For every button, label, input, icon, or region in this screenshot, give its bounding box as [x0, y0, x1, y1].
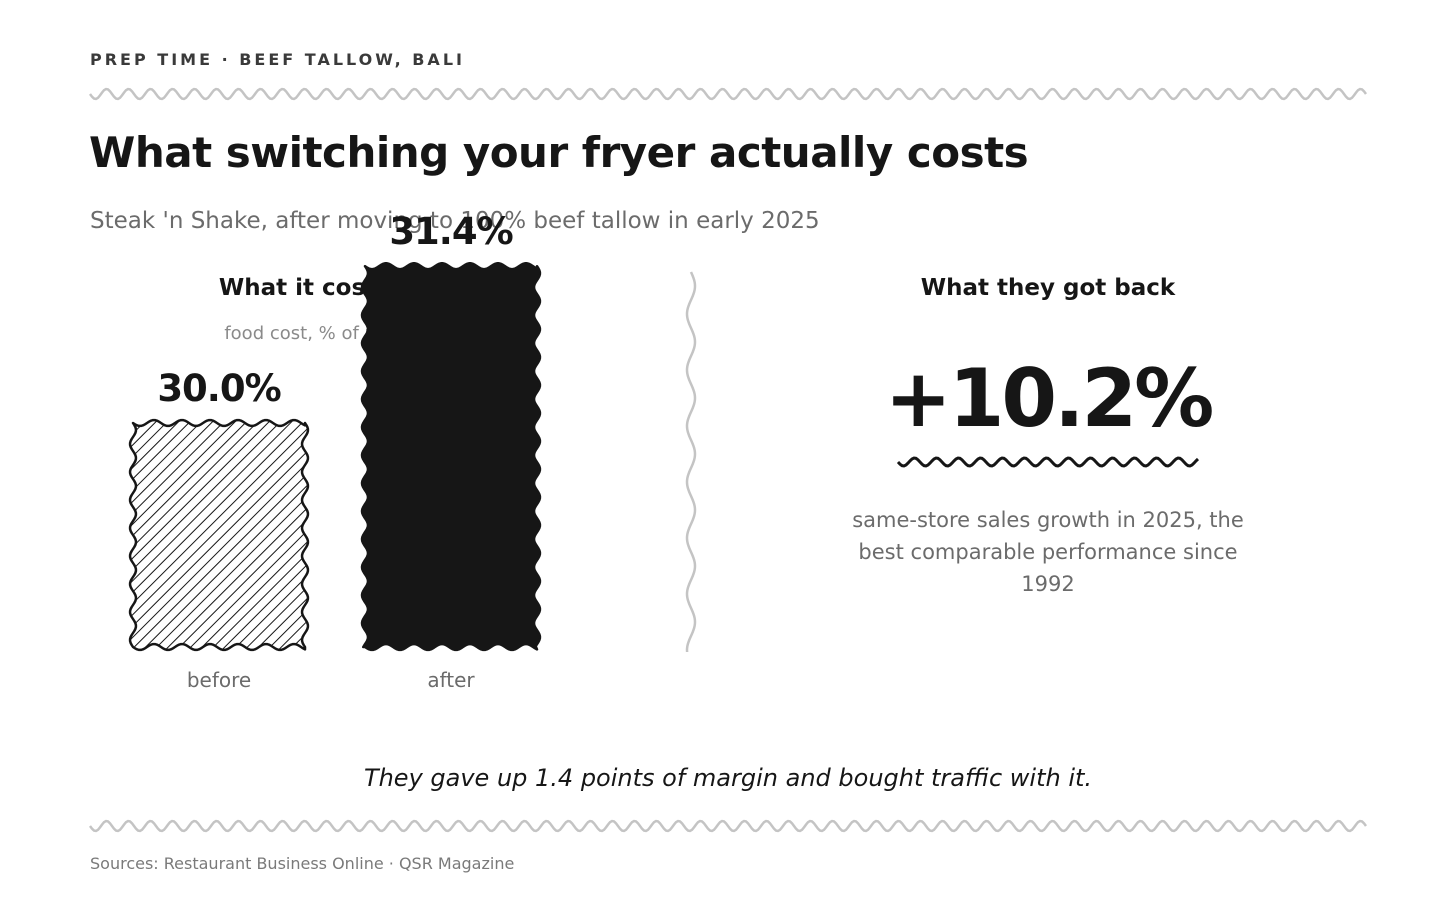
bar-value-before: 30.0% [157, 367, 281, 410]
bar-label-before: before [186, 668, 252, 692]
bar-before [128, 418, 310, 652]
bottom-squiggle-divider [88, 819, 1368, 833]
sales-growth-stat: +10.2% [884, 352, 1215, 445]
left-panel-heading: What it cost them [218, 275, 452, 301]
bar-after [360, 262, 542, 652]
vertical-squiggle-divider [685, 271, 697, 653]
top-squiggle-divider [88, 87, 1368, 101]
kicker: PREP TIME · BEEF TALLOW, BALI [90, 50, 465, 69]
left-panel-subheading: food cost, % of net sales [224, 323, 446, 344]
sales-growth-caption: same-store sales growth in 2025, the bes… [852, 508, 1244, 596]
page-title: What switching your fryer actually costs [89, 128, 1029, 177]
bar-label-after: after [427, 668, 475, 692]
right-panel-heading: What they got back [920, 275, 1176, 301]
page-subtitle: Steak 'n Shake, after moving to 100% bee… [90, 208, 820, 234]
stat-squiggle-underline [896, 456, 1200, 468]
takeaway-text: They gave up 1.4 points of margin and bo… [363, 764, 1093, 792]
sources-note: Sources: Restaurant Business Online · QS… [90, 854, 515, 873]
bar-value-after: 31.4% [389, 210, 513, 254]
